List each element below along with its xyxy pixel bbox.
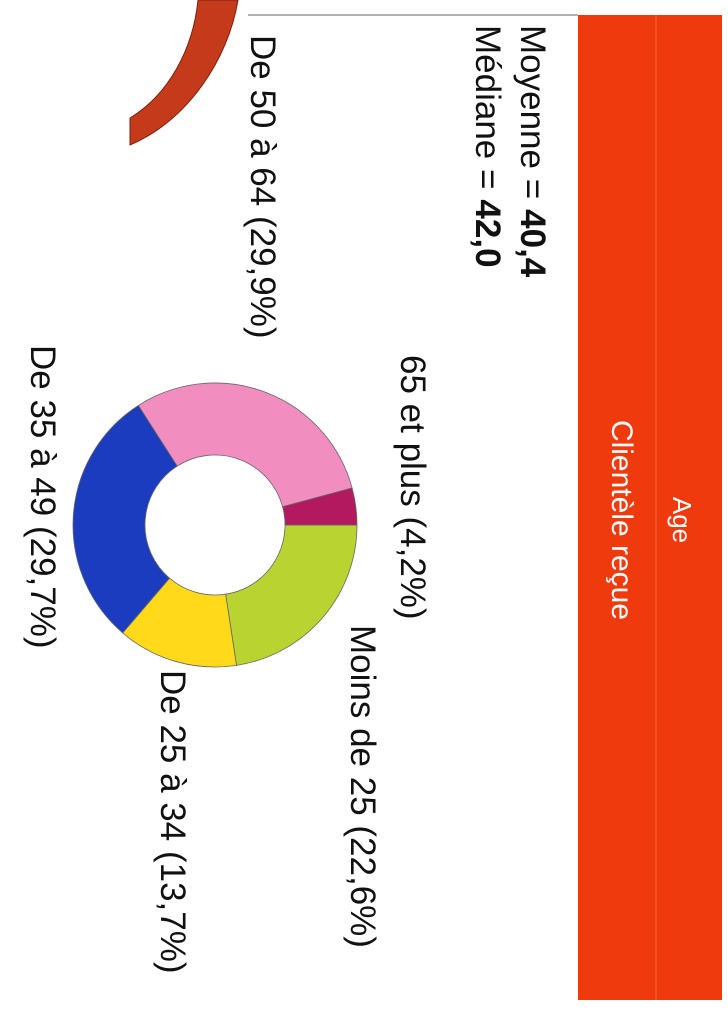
decoration [129,0,239,146]
slice-label: Moins de 25 (22,6%) [343,625,382,948]
slice-label: De 25 à 34 (13,7%) [153,670,192,974]
slice-label: De 50 à 64 (29,9%) [243,35,282,339]
slice-label: 65 et plus (4,2%) [393,355,432,620]
stat-value: 40,4 [513,209,552,278]
slice-label: De 35 à 49 (29,7%) [23,345,62,649]
stat-label: Médiane = [468,25,507,189]
slice [225,524,358,666]
stat-value: 42,0 [468,199,507,267]
slice [72,404,178,634]
slice [137,382,353,508]
subtitle: Age [667,497,697,543]
stat: Médiane = 42,0 [468,25,507,268]
slice [282,487,358,526]
title: Clientèle reçue [605,420,638,620]
stat-label: Moyenne = [513,25,552,199]
banner [578,15,722,1000]
stat: Moyenne = 40,4 [513,25,552,278]
